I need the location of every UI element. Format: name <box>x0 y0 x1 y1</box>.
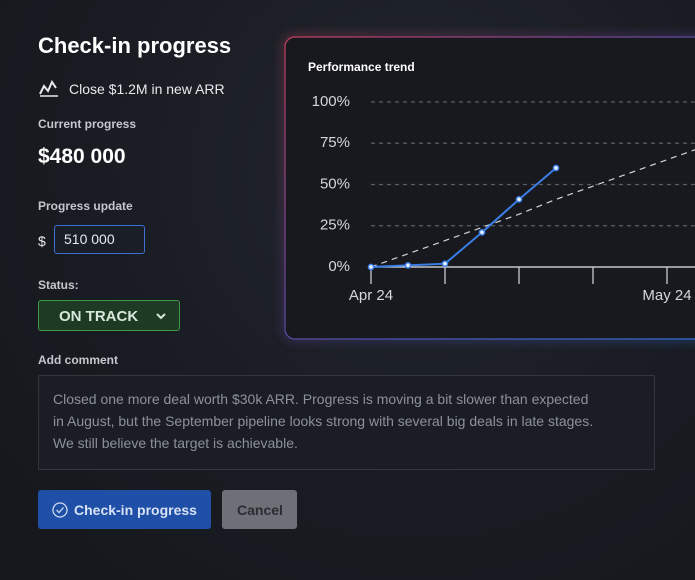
data-point <box>552 164 560 172</box>
data-point <box>515 196 523 203</box>
comment-label: Add comment <box>38 353 119 367</box>
data-point <box>404 262 412 269</box>
x-tick-label: Apr 24 <box>349 287 393 304</box>
update-label: Progress update <box>38 199 133 213</box>
comment-line: Closed one more deal worth $30k ARR. Pro… <box>53 391 589 407</box>
chevron <box>156 313 166 320</box>
submit-label: Check-in progress <box>74 502 197 518</box>
y-tick-label: 0% <box>328 258 350 275</box>
current-progress-label: Current progress <box>38 117 137 131</box>
y-tick-label: 75% <box>320 134 350 151</box>
y-tick-label: 25% <box>320 217 350 234</box>
current-progress: $480 000 <box>38 145 126 168</box>
currency: $ <box>38 233 46 249</box>
comment-box[interactable]: Closed one more deal worth $30k ARR. Pro… <box>38 375 655 470</box>
data-point <box>441 260 449 268</box>
status-select[interactable]: ON TRACK <box>38 300 180 331</box>
chart-title: Performance trend <box>308 60 415 74</box>
y-tick-label: 50% <box>320 175 350 192</box>
submit-button[interactable]: Check-in progress <box>38 490 211 529</box>
title: Check-in progress <box>38 33 232 58</box>
cancel-label: Cancel <box>237 502 283 518</box>
y-tick-label: 100% <box>312 93 350 110</box>
goal: Close $1.2M in new ARR <box>69 81 225 97</box>
goal-icon <box>39 79 58 97</box>
comment-line: in August, but the September pipeline lo… <box>53 413 594 429</box>
status: ON TRACK <box>59 308 139 325</box>
check-icon <box>52 502 68 518</box>
update-input[interactable]: 510 000 <box>54 225 145 254</box>
comment-line: We still believe the target is achievabl… <box>53 435 298 451</box>
x-tick-label: May 24 <box>642 287 691 304</box>
data-point <box>367 263 375 271</box>
chart-panel <box>284 36 695 340</box>
series-line <box>370 149 695 268</box>
status-label: Status: <box>38 278 79 292</box>
data-point <box>478 229 486 236</box>
series-line <box>370 167 557 268</box>
cancel-button[interactable]: Cancel <box>222 490 297 529</box>
